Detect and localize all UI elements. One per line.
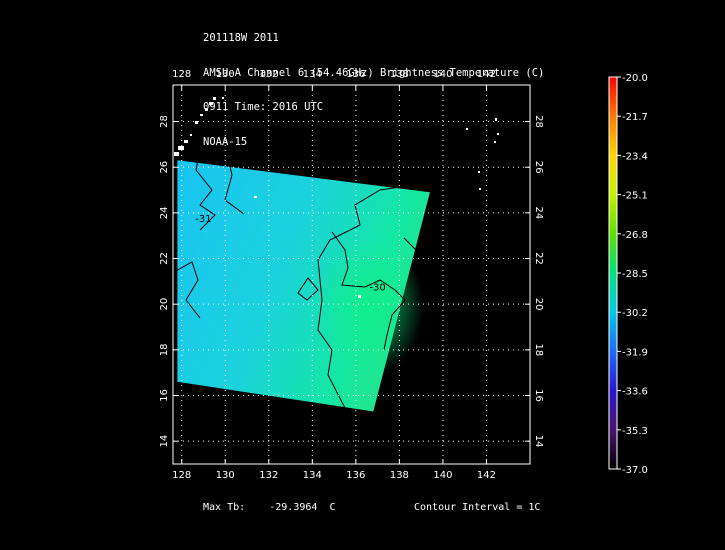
- colorbar-strip: [608, 76, 618, 470]
- y-tick-label-left: 22: [159, 252, 170, 265]
- contour-line: [403, 237, 426, 263]
- y-tick-label-left: 14: [159, 435, 170, 448]
- x-tick-label-bottom: 134: [303, 470, 322, 481]
- colorbar-label: -33.6: [622, 387, 648, 398]
- y-tick-label-left: 16: [159, 389, 170, 402]
- warm-core: [313, 236, 424, 377]
- x-tick-label-top: 136: [346, 69, 365, 80]
- contour-line: [173, 261, 201, 319]
- x-tick-label-top: 134: [303, 69, 322, 80]
- x-tick-label-top: 140: [433, 69, 452, 80]
- y-tick-label-right: 20: [533, 298, 544, 311]
- y-tick-label-left: 26: [159, 161, 170, 174]
- time-label: 0911 Time: 2016 UTC: [203, 101, 324, 113]
- y-tick-label-right: 28: [533, 115, 544, 128]
- x-tick-label-top: 132: [259, 69, 278, 80]
- max-tb-value: -29.3964: [269, 502, 318, 513]
- max-tb-readout: Max Tb: -29.3964 C: [203, 502, 336, 513]
- y-tick-label-right: 24: [533, 206, 544, 219]
- y-tick-label-left: 28: [159, 115, 170, 128]
- contour-line: [317, 183, 421, 416]
- x-tick-label-top: 138: [390, 69, 409, 80]
- colorbar-label: -37.0: [622, 465, 648, 476]
- x-tick-label-bottom: 128: [172, 470, 191, 481]
- x-tick-label-top: 130: [216, 69, 235, 80]
- x-tick-label-bottom: 132: [259, 470, 278, 481]
- y-tick-label-left: 20: [159, 298, 170, 311]
- colorbar-label: -31.9: [622, 347, 648, 358]
- x-tick-label-bottom: 142: [477, 470, 496, 481]
- colorbar-label: -25.1: [622, 191, 648, 202]
- x-tick-label-top: 142: [477, 69, 496, 80]
- y-tick-label-left: 24: [159, 206, 170, 219]
- y-tick-label-right: 22: [533, 252, 544, 265]
- colorbar-label: -20.0: [622, 73, 648, 84]
- x-tick-label-top: 128: [172, 69, 191, 80]
- x-tick-label-bottom: 140: [433, 470, 452, 481]
- x-tick-label-bottom: 130: [216, 470, 235, 481]
- y-tick-label-right: 18: [533, 343, 544, 356]
- y-tick-label-right: 26: [533, 161, 544, 174]
- colorbar-label: -26.8: [622, 230, 648, 241]
- colorbar-label: -30.2: [622, 308, 648, 319]
- max-tb-unit: C: [329, 502, 336, 513]
- x-tick-label-bottom: 138: [390, 470, 409, 481]
- contour-labels: -31 -30: [195, 214, 385, 293]
- lat-lon-grid: [173, 85, 530, 464]
- coastline-islands: [174, 97, 499, 298]
- contour-line: [195, 149, 216, 231]
- colorbar-label: -28.5: [622, 269, 648, 280]
- map-plot: -31 -30: [173, 85, 530, 464]
- contour-lines: [173, 149, 426, 416]
- satellite-label: NOAA-15: [203, 135, 248, 148]
- y-tick-label-right: 14: [533, 435, 544, 448]
- colorbar-label: -35.3: [622, 426, 648, 437]
- y-tick-label-left: 18: [159, 343, 170, 356]
- contour-line: [331, 231, 406, 351]
- storm-id-label: 201118W 2011: [203, 32, 279, 44]
- contour-interval-label: Contour Interval = 1C: [414, 502, 541, 513]
- plot-frame: [172, 84, 531, 465]
- contour-line: [224, 149, 245, 215]
- colorbar-label: -21.7: [622, 112, 648, 123]
- max-tb-label: Max Tb:: [203, 502, 246, 513]
- axis-ticks: 128 128 130 130 132 132 134 134 136 136 138 138 140 1…: [159, 69, 544, 481]
- colorbar: -20.0 -21.7 -23.4 -25.1 -26.8 -28.5 -30.2 -31.9…: [608, 73, 648, 476]
- colorbar-label: -23.4: [622, 151, 648, 162]
- product-title: AMSU-A Channel 6 (54.46GHz) Brightness T…: [203, 66, 545, 79]
- chart-title-block: 201118W 2011 AMSU-A Channel 6 (54.46GHz)…: [203, 10, 544, 160]
- contour-label: -30: [369, 282, 385, 293]
- contour-line: [297, 277, 319, 301]
- x-tick-label-bottom: 136: [346, 470, 365, 481]
- contour-label: -31: [195, 214, 211, 225]
- y-tick-label-right: 16: [533, 389, 544, 402]
